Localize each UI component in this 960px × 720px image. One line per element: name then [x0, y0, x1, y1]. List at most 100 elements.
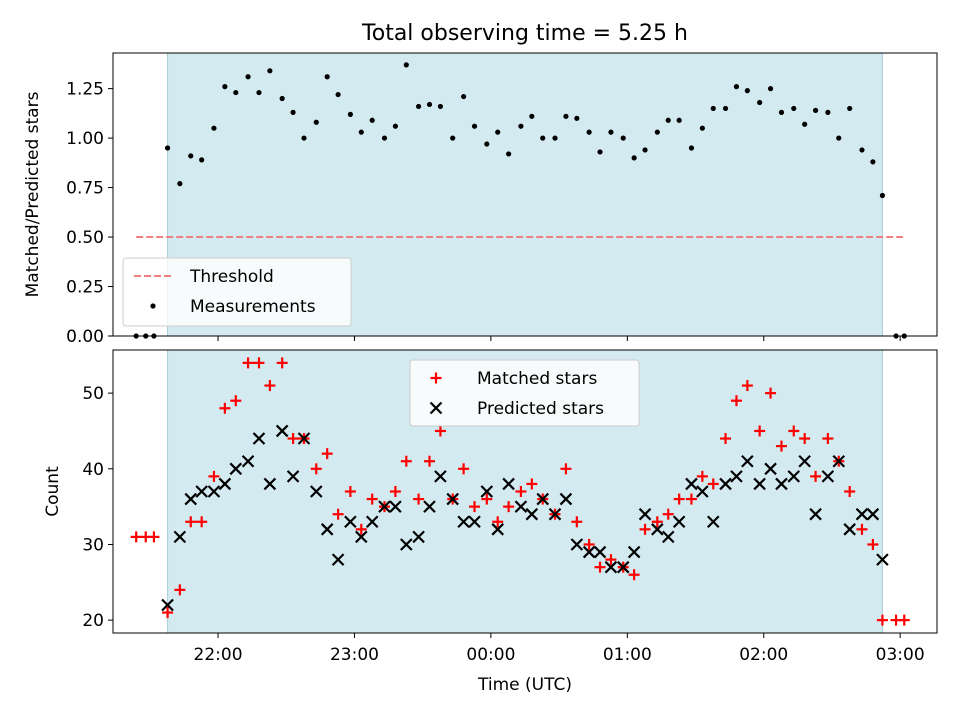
- matched-star-point: [730, 395, 742, 407]
- matched-star-point: [332, 508, 344, 520]
- matched-star-point: [196, 516, 208, 528]
- matched-star-point: [344, 486, 356, 497]
- top-ytick-label: 0.50: [66, 228, 104, 248]
- legend-measurements-swatch: [150, 303, 156, 309]
- matched-star-point: [424, 455, 436, 467]
- measurement-point: [233, 89, 239, 96]
- matched-star-point: [856, 523, 868, 535]
- measurement-point: [722, 105, 729, 112]
- measurement-point: [506, 151, 512, 157]
- matched-star-point: [492, 516, 504, 528]
- measurement-point: [802, 121, 808, 127]
- matched-star-point: [526, 478, 538, 490]
- measurement-point: [529, 113, 535, 119]
- matched-star-point: [148, 531, 160, 543]
- matched-star-point: [799, 433, 811, 445]
- predicted-star-point: [570, 538, 584, 551]
- measurement-point: [688, 145, 695, 151]
- matched-star-point: [844, 486, 856, 497]
- predicted-star-point: [559, 492, 573, 506]
- measurement-point: [403, 62, 409, 68]
- predicted-star-point: [821, 470, 835, 483]
- xtick-label: 02:00: [739, 645, 788, 665]
- top-ytick-label: 1.25: [66, 80, 104, 100]
- predicted-star-point: [855, 507, 869, 521]
- matched-star-point: [469, 501, 481, 513]
- measurement-point: [620, 135, 626, 141]
- measurement-point: [369, 117, 375, 123]
- measurement-point: [665, 117, 671, 123]
- measurement-point: [211, 125, 217, 131]
- predicted-star-point: [286, 470, 300, 483]
- matched-star-point: [174, 584, 186, 596]
- measurement-point: [461, 93, 467, 100]
- measurement-point: [744, 88, 750, 94]
- predicted-star-point: [719, 477, 732, 491]
- measurement-point: [484, 141, 490, 147]
- predicted-star-point: [457, 515, 470, 529]
- predicted-star-point: [218, 477, 232, 491]
- matched-star-point: [185, 516, 197, 528]
- matched-star-point: [458, 463, 470, 475]
- xtick-label: 23:00: [330, 645, 379, 665]
- matched-star-point: [685, 493, 697, 505]
- legend-matched-swatch: [430, 372, 442, 384]
- predicted-star-point: [275, 424, 289, 438]
- measurement-point: [177, 181, 183, 187]
- top-legend: Threshold Measurements: [122, 257, 352, 327]
- predicted-star-point: [297, 432, 311, 445]
- matched-star-point: [310, 463, 322, 475]
- measurement-point: [301, 135, 307, 141]
- measurement-point: [279, 95, 285, 102]
- measurement-point: [267, 68, 273, 74]
- measurement-point: [870, 159, 876, 165]
- predicted-star-point: [229, 462, 243, 476]
- xtick-label: 01:00: [603, 645, 652, 665]
- measurement-point: [608, 129, 614, 135]
- matched-star-point: [162, 607, 174, 619]
- measurement-point: [676, 117, 682, 123]
- predicted-star-point: [525, 507, 539, 521]
- predicted-star-point: [365, 515, 379, 529]
- measurement-point: [164, 145, 171, 151]
- predicted-star-point: [195, 485, 208, 498]
- matched-star-point: [594, 561, 606, 573]
- top-y-axis-label: Matched/Predicted stars: [23, 91, 43, 297]
- predicted-star-point: [502, 477, 515, 491]
- measurement-point: [767, 86, 774, 92]
- matched-star-point: [741, 380, 753, 392]
- matched-star-point: [898, 614, 910, 626]
- measurement-point: [791, 105, 797, 112]
- predicted-star-point: [536, 492, 550, 506]
- predicted-star-point: [696, 485, 709, 498]
- matched-star-point: [264, 380, 276, 392]
- matched-star-point: [434, 425, 446, 437]
- predicted-star-point: [616, 560, 630, 574]
- matched-star-point: [822, 433, 834, 445]
- measurement-point: [471, 123, 478, 129]
- predicted-star-point: [651, 523, 664, 536]
- measurement-point: [699, 125, 705, 131]
- measurement-point: [879, 192, 886, 199]
- predicted-star-point: [491, 523, 504, 536]
- x-axis-label: Time (UTC): [477, 675, 572, 695]
- matched-star-point: [662, 508, 674, 520]
- predicted-star-point: [672, 515, 686, 529]
- xtick-label: 22:00: [194, 645, 243, 665]
- matched-star-point: [242, 357, 254, 369]
- predicted-star-point: [389, 500, 402, 513]
- measurement-point: [812, 107, 819, 113]
- predicted-star-point: [173, 530, 187, 544]
- predicted-star-point: [876, 553, 889, 566]
- bottom-ytick-label: 30: [82, 535, 104, 555]
- measurement-point: [450, 135, 456, 141]
- matched-star-point: [707, 478, 719, 490]
- matched-star-point: [515, 486, 527, 497]
- predicted-star-point: [184, 492, 198, 506]
- predicted-stars-series: [161, 424, 889, 612]
- predicted-star-point: [832, 454, 846, 468]
- measurement-point: [426, 101, 433, 108]
- predicted-star-point: [241, 454, 255, 468]
- predicted-star-point: [730, 470, 743, 483]
